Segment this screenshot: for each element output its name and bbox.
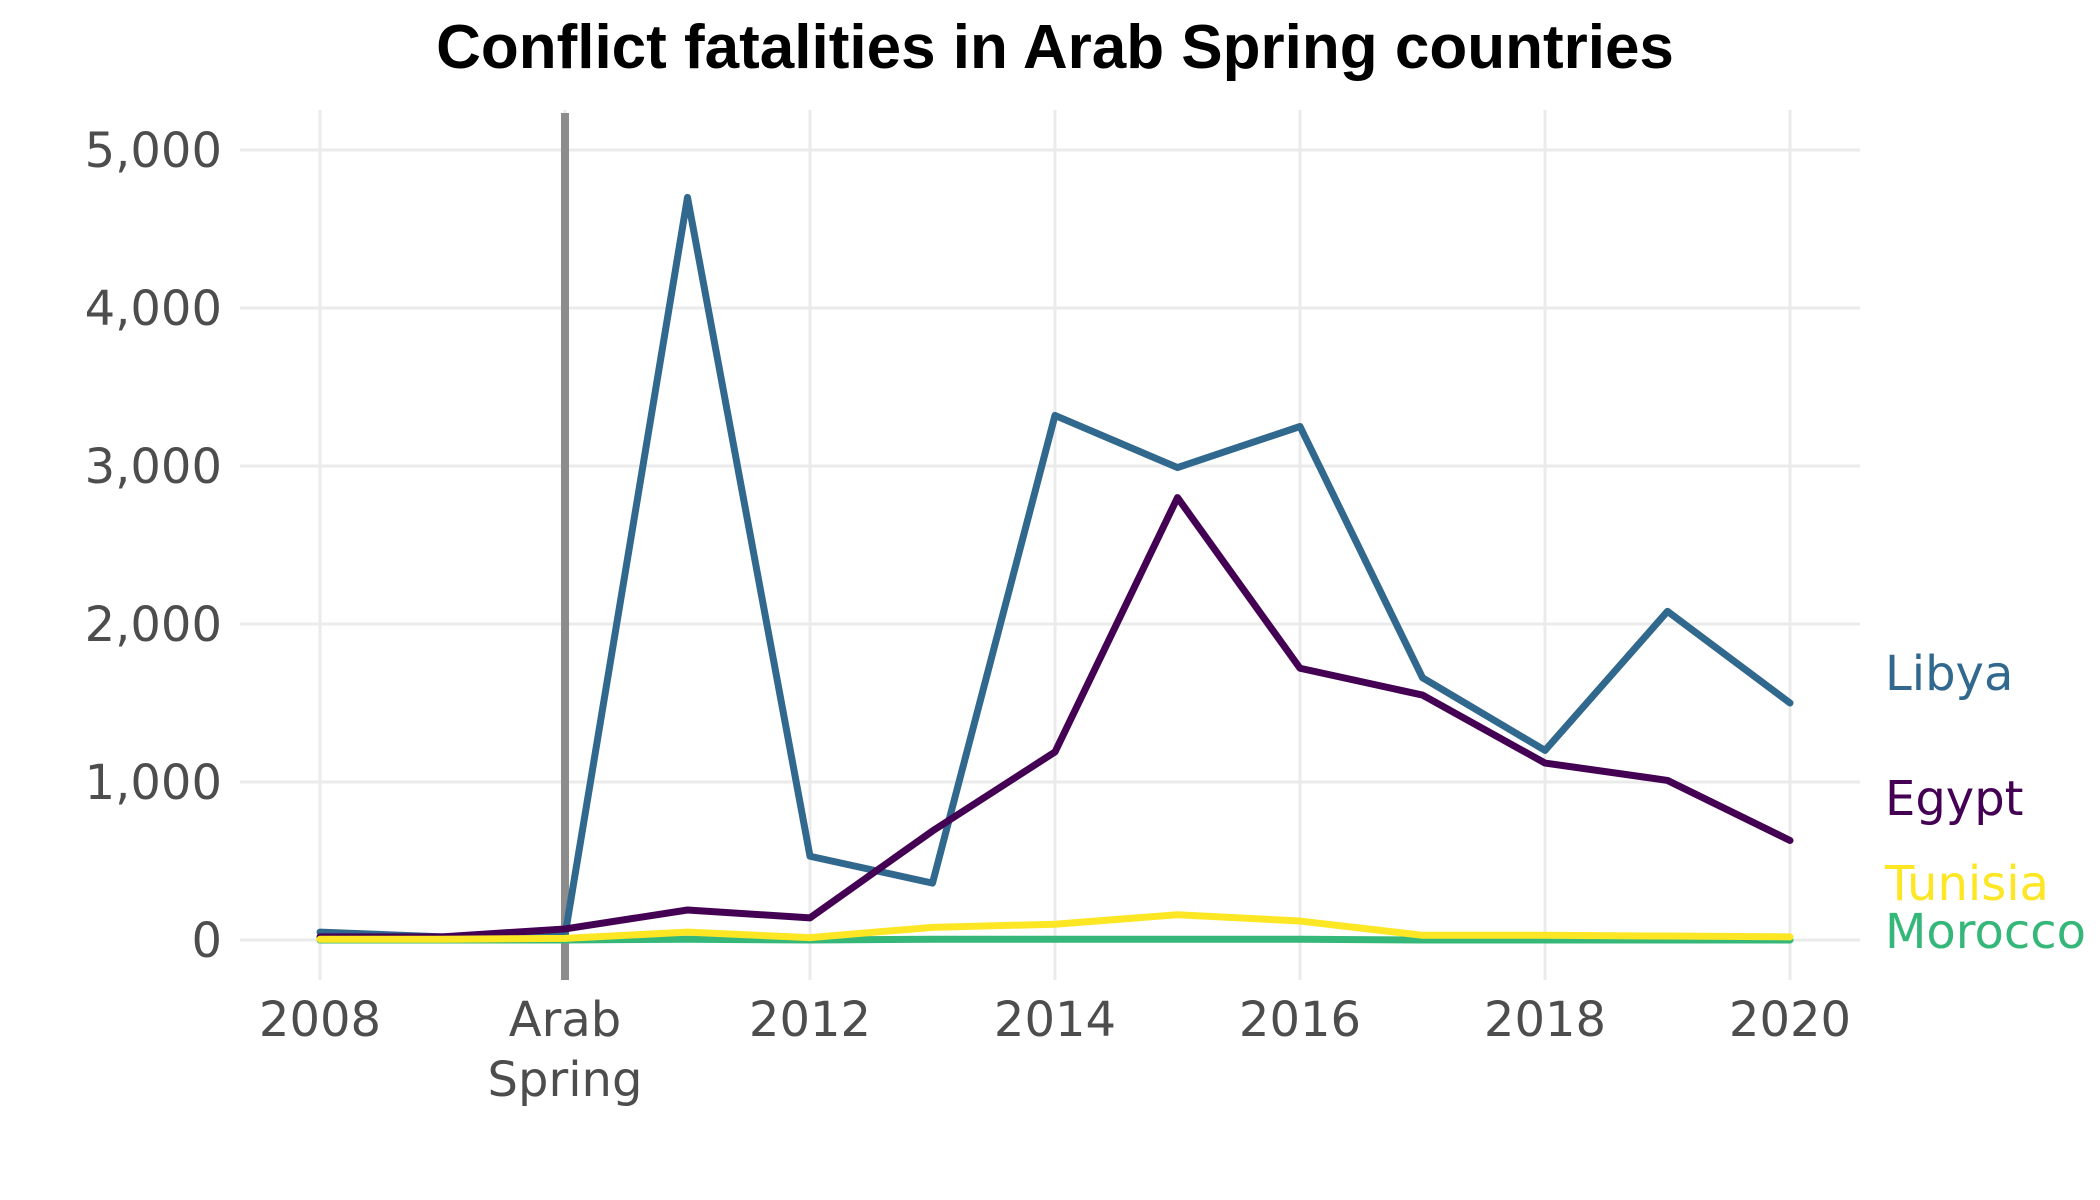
y-axis-tick-labels: 0 1,000 2,000 3,000 4,000 5,000 xyxy=(85,123,222,969)
series-line-tunisia xyxy=(316,911,1794,943)
y-tick-label: 2,000 xyxy=(85,597,222,653)
x-tick-label: 2008 xyxy=(259,992,381,1048)
series-lines xyxy=(316,193,1794,944)
grid xyxy=(240,110,1860,980)
y-tick-label: 4,000 xyxy=(85,281,222,337)
y-tick-label: 5,000 xyxy=(85,123,222,179)
series-label-libya: Libya xyxy=(1885,646,2013,702)
y-tick-label: 1,000 xyxy=(85,755,222,811)
series-label-tunisia: Tunisia xyxy=(1884,856,2049,912)
x-tick-label: 2014 xyxy=(994,992,1116,1048)
x-tick-label: 2018 xyxy=(1484,992,1606,1048)
series-label-egypt: Egypt xyxy=(1885,771,2024,827)
x-tick-label: 2016 xyxy=(1239,992,1361,1048)
y-tick-label: 3,000 xyxy=(85,439,222,495)
x-tick-label: 2012 xyxy=(749,992,871,1048)
arab-spring-label: Arab xyxy=(509,992,621,1048)
arab-spring-label: Spring xyxy=(488,1052,643,1108)
chart-title: Conflict fatalities in Arab Spring count… xyxy=(436,13,1674,82)
y-tick-label: 0 xyxy=(191,913,222,969)
series-line-egypt xyxy=(316,494,1794,941)
x-axis-tick-labels: 2008 2012 2014 2016 2018 2020 xyxy=(259,992,1851,1048)
x-tick-label: 2020 xyxy=(1729,992,1851,1048)
series-label-morocco: Morocco xyxy=(1885,904,2086,960)
